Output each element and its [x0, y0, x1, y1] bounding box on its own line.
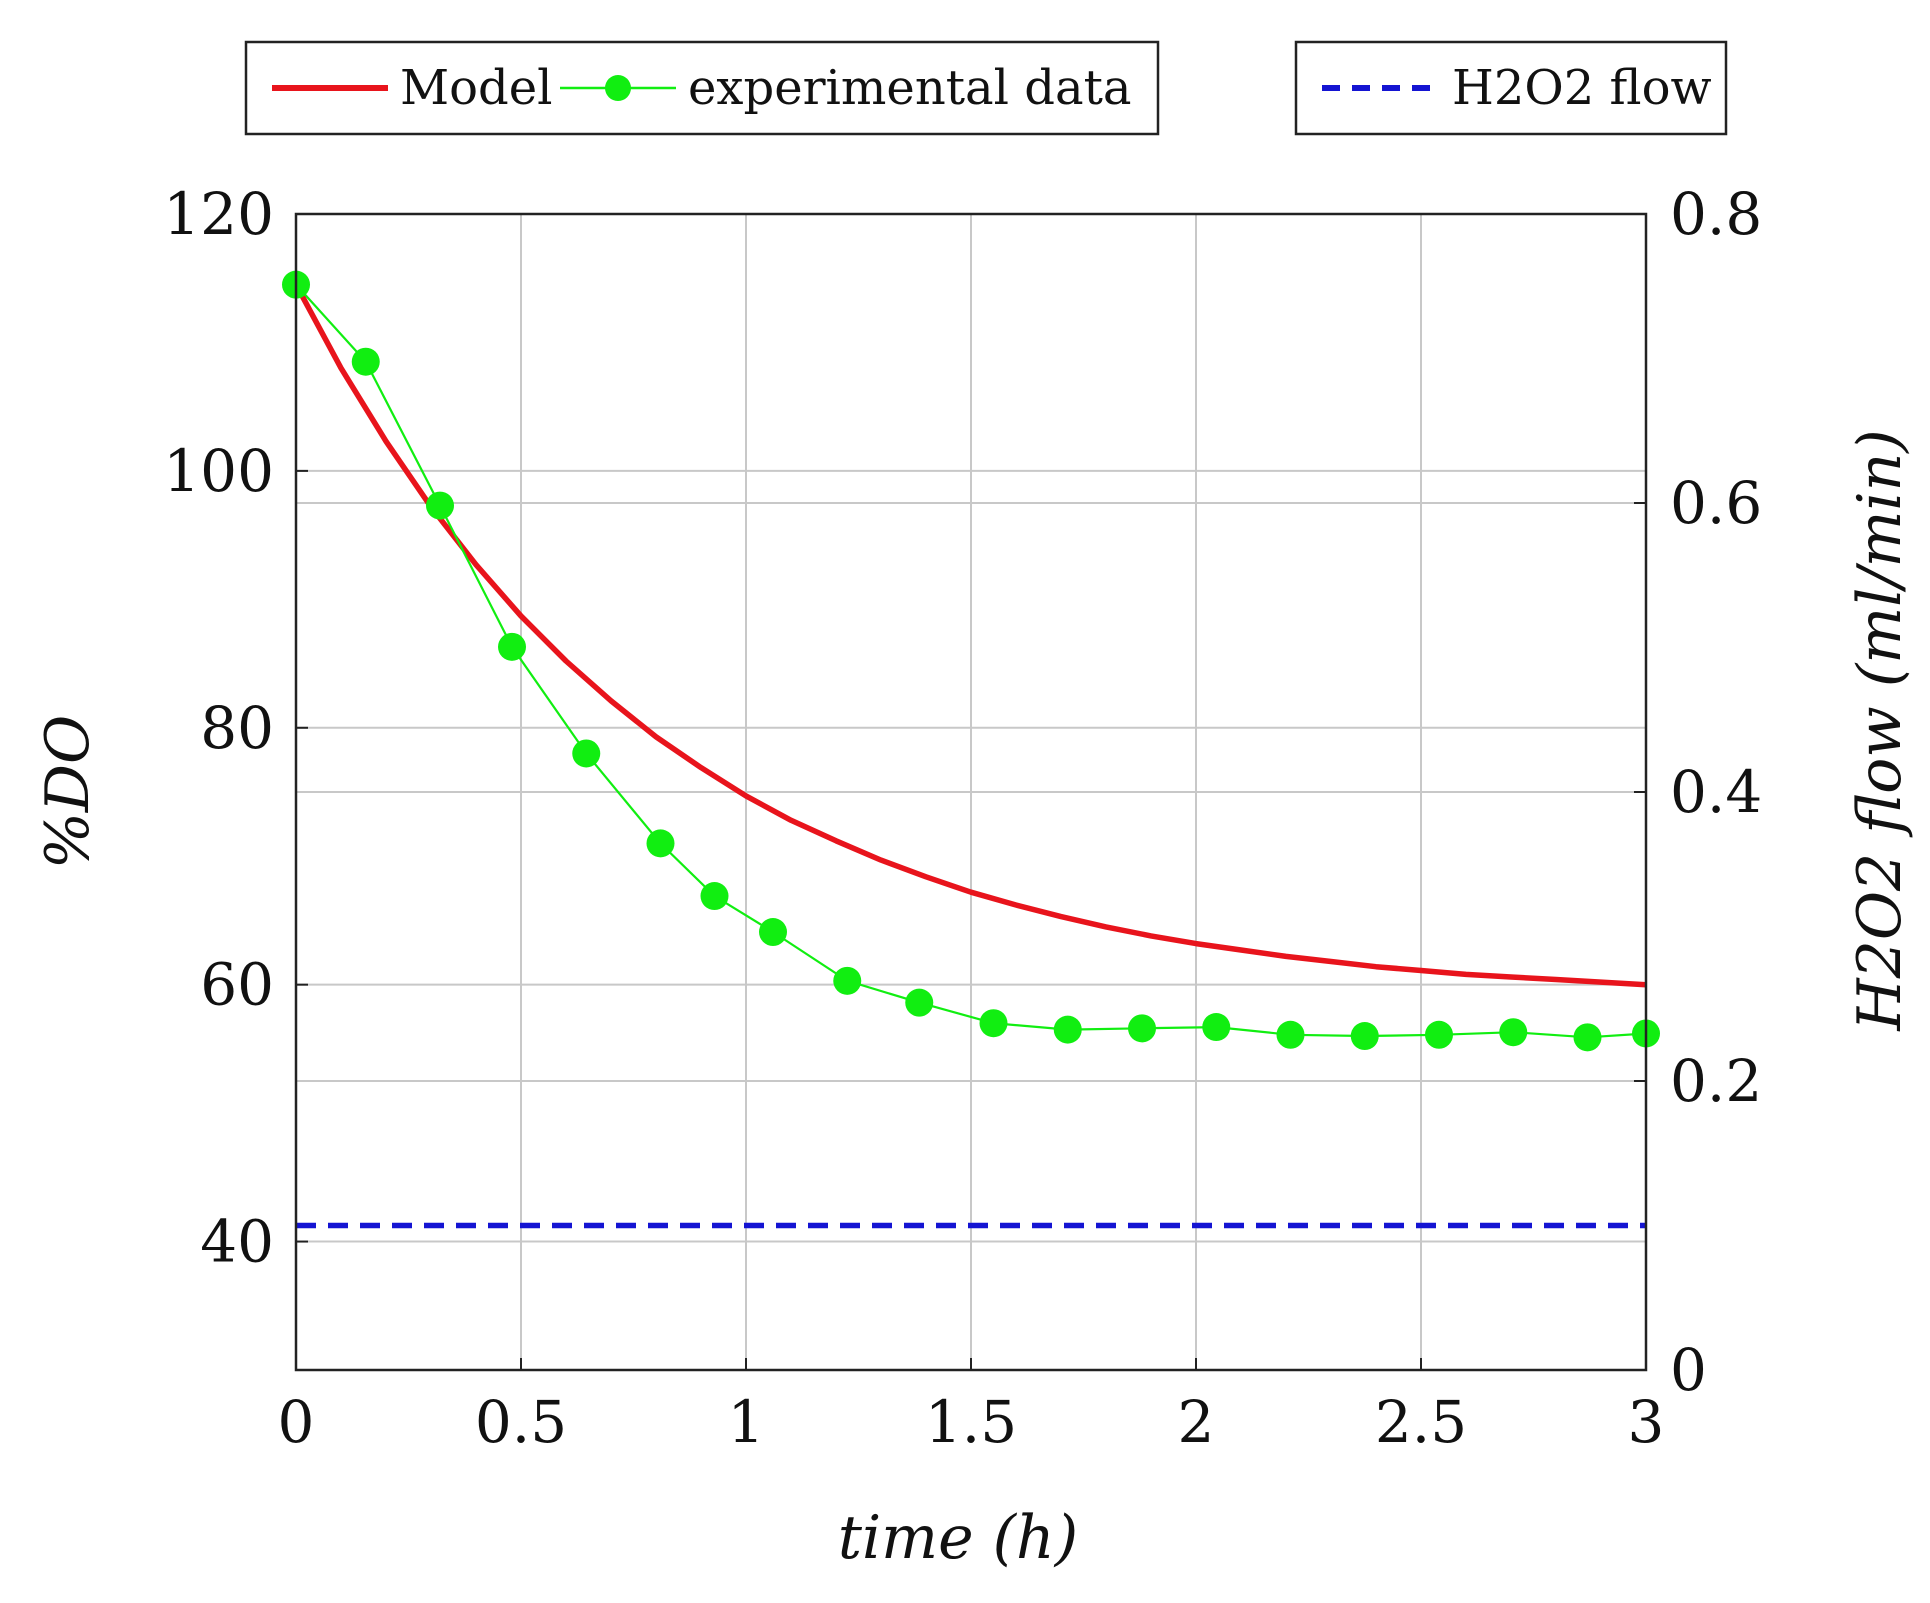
grid: [295, 213, 1647, 1371]
experimental-data-point: [759, 918, 787, 947]
legend-experimental-swatch-marker: [605, 75, 631, 101]
experimental-data-point: [498, 632, 526, 661]
experimental-data-point: [979, 1009, 1008, 1038]
experimental-data-point: [572, 739, 601, 768]
y-left-tick-label: 80: [200, 694, 274, 762]
experimental-data-point: [905, 988, 934, 1017]
y-right-tick-label: 0.2: [1670, 1047, 1762, 1115]
experimental-data-point: [833, 966, 862, 995]
legend-experimental-label: experimental data: [688, 60, 1132, 116]
y-left-tick-label: 100: [163, 437, 274, 505]
y-left-tick-label: 120: [163, 180, 274, 248]
x-tick-label: 3: [1628, 1388, 1665, 1456]
legend-h2o2-flow: H2O2 flow: [1294, 40, 1728, 136]
experimental-data-point: [1573, 1023, 1602, 1052]
y-right-axis-title: H2O2 flow (ml/min): [1845, 429, 1915, 1031]
experimental-data-point: [351, 347, 380, 376]
legend-left-box: [244, 40, 1160, 136]
y-left-tick-label: 60: [200, 951, 274, 1019]
experimental-data-point: [1499, 1018, 1528, 1047]
y-left-tick-label: 40: [200, 1208, 274, 1276]
y-left-axis-title: %DO: [33, 715, 103, 869]
experimental-data-point: [700, 882, 729, 911]
experimental-data-point: [1128, 1014, 1156, 1043]
experimental-data-point: [1053, 1015, 1082, 1044]
y-right-tick-label: 0: [1670, 1336, 1707, 1404]
x-tick-label: 1: [728, 1388, 765, 1456]
experimental-data-point: [1350, 1022, 1379, 1051]
legend-model-label: Model: [400, 60, 553, 116]
legend-h2o2-label: H2O2 flow: [1452, 60, 1712, 116]
x-tick-label: 2: [1178, 1388, 1215, 1456]
plot-series: [282, 270, 1660, 1229]
y-right-tick-label: 0.8: [1670, 180, 1762, 248]
axis-ticks: 0 0.5 1 1.5 2 2.5 3 40 60 80 100 120 0 0.2 0.4 0.6 0.8: [163, 180, 1762, 1456]
x-axis-title: time (h): [838, 1503, 1078, 1573]
experimental-data-point: [426, 491, 454, 520]
x-tick-label: 0: [278, 1388, 315, 1456]
y-right-tick-label: 0.6: [1670, 469, 1762, 537]
x-tick-label: 2.5: [1375, 1388, 1467, 1456]
legend-model-data: Model experimental data: [244, 40, 1160, 136]
experimental-data-point: [1425, 1020, 1453, 1049]
experimental-data-point: [646, 829, 675, 858]
model-line: [293, 283, 1647, 988]
experimental-data-point: [1276, 1020, 1305, 1049]
x-tick-label: 1.5: [925, 1388, 1017, 1456]
experimental-data-point: [1202, 1013, 1231, 1042]
x-tick-label: 0.5: [475, 1388, 567, 1456]
y-right-tick-label: 0.4: [1670, 758, 1762, 826]
